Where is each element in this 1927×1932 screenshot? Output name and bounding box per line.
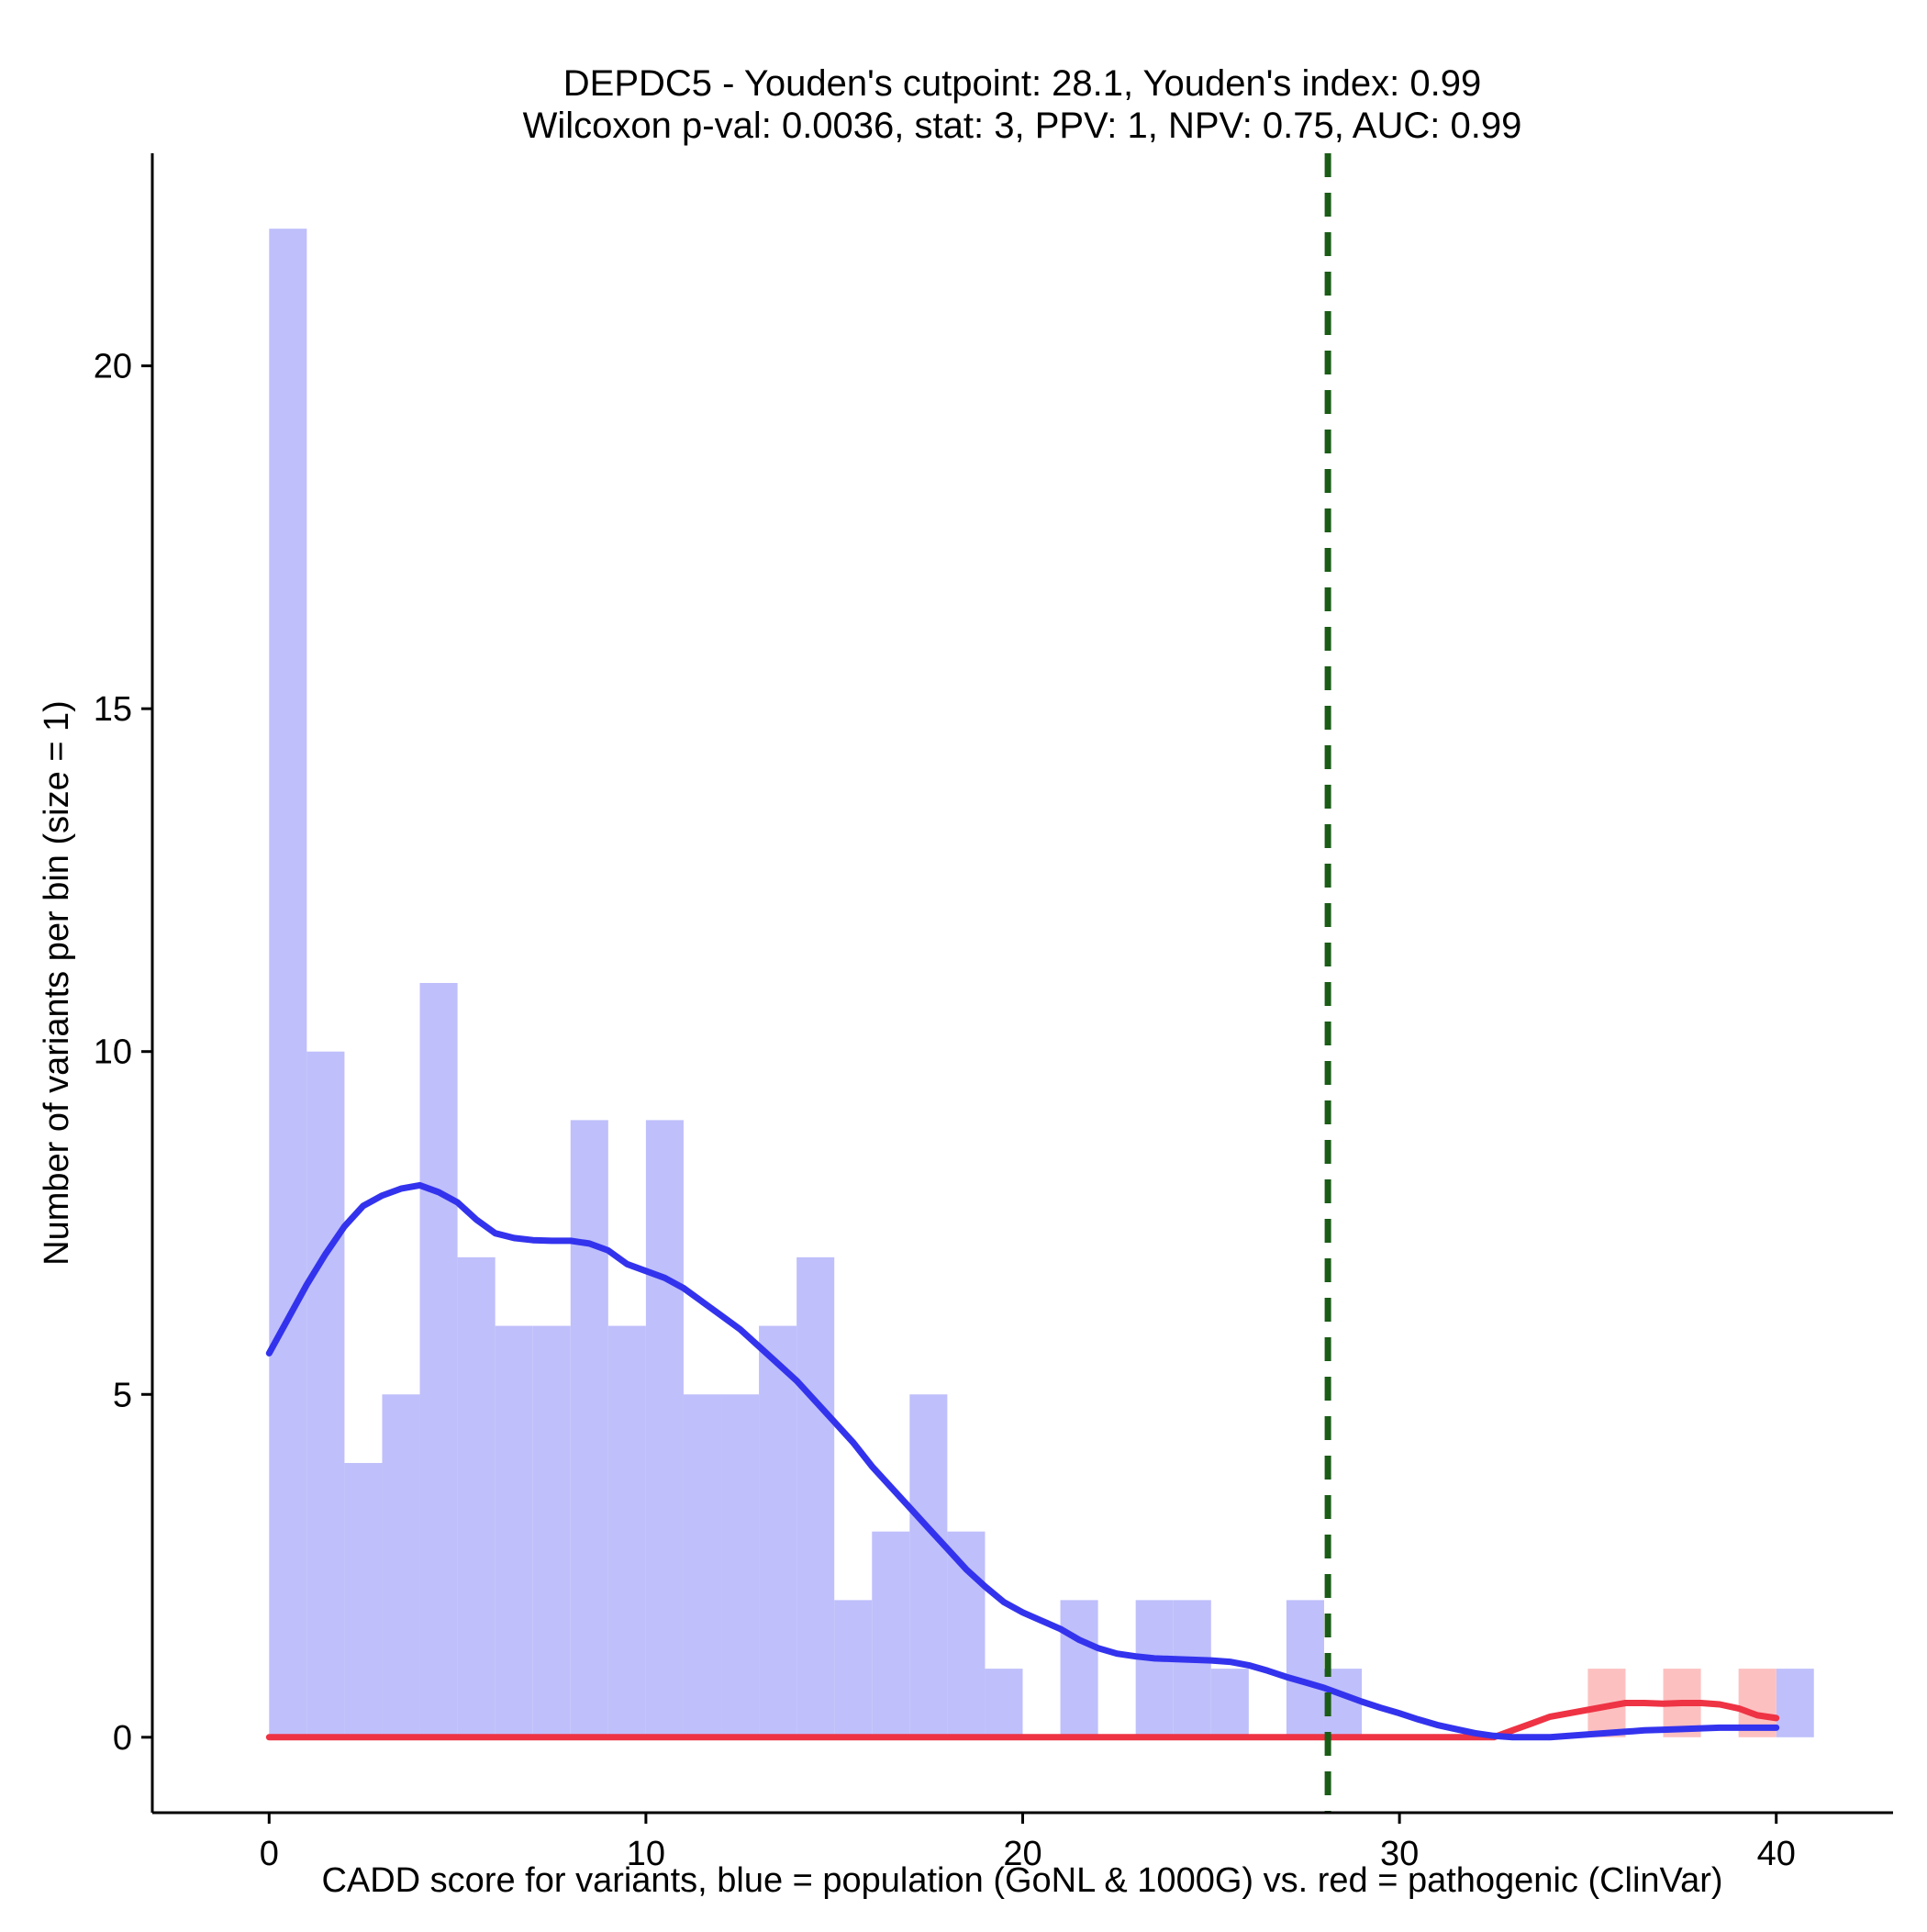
bar-population-bin-6 (495, 1325, 533, 1737)
bar-population-bin-24 (1173, 1600, 1211, 1737)
bar-population-bin-9 (607, 1325, 646, 1737)
y-tick-label: 0 (113, 1719, 132, 1758)
bars-layer (269, 229, 1814, 1737)
bar-population-bin-23 (1135, 1600, 1174, 1737)
bar-population-bin-27 (1286, 1600, 1324, 1737)
x-tick-label: 30 (1380, 1835, 1419, 1873)
bar-population-bin-8 (570, 1120, 608, 1737)
bar-population-bin-15 (834, 1600, 873, 1737)
population-density-line (265, 1181, 1780, 1741)
y-axis-title: Number of variants per bin (size = 1) (38, 700, 76, 1266)
bar-population-bin-21 (1060, 1600, 1098, 1737)
y-tick-label: 10 (94, 1033, 132, 1072)
chart-subtitle: Wilcoxon p-val: 0.0036, stat: 3, PPV: 1,… (523, 106, 1522, 146)
bar-population-bin-18 (947, 1531, 986, 1737)
bar-population-bin-14 (796, 1256, 835, 1737)
bar-population-bin-4 (419, 983, 458, 1737)
x-tick-label: 0 (260, 1835, 279, 1873)
y-tick-label: 5 (113, 1376, 132, 1414)
ticks-layer: 0 10 20 30 40 0 5 10 15 20 (94, 348, 1796, 1873)
bar-population-bin-5 (457, 1256, 496, 1737)
bar-population-bin-3 (382, 1394, 420, 1737)
bar-population-bin-16 (872, 1531, 910, 1737)
bar-population-bin-19 (985, 1669, 1023, 1737)
pathogenic-density-line (265, 1700, 1780, 1741)
bar-population-bin-0 (269, 229, 307, 1737)
bar-population-bin-40 (1776, 1669, 1814, 1737)
bar-population-bin-17 (909, 1394, 948, 1737)
y-tick-label: 15 (94, 690, 132, 729)
bar-population-bin-1 (306, 1051, 345, 1737)
x-tick-label: 10 (627, 1835, 665, 1873)
bar-population-bin-12 (721, 1394, 760, 1737)
bar-population-bin-25 (1210, 1669, 1249, 1737)
bar-population-bin-11 (683, 1394, 722, 1737)
y-tick-label: 20 (94, 348, 132, 386)
x-tick-label: 20 (1003, 1835, 1041, 1873)
chart-title: DEPDC5 - Youden's cutpoint: 28.1, Youden… (563, 63, 1481, 104)
bar-population-bin-10 (645, 1120, 684, 1737)
x-tick-label: 40 (1757, 1835, 1796, 1873)
bar-population-bin-7 (532, 1325, 571, 1737)
x-axis-title: CADD score for variants, blue = populati… (321, 1861, 1722, 1900)
bar-population-bin-2 (344, 1462, 383, 1737)
bar-population-bin-13 (759, 1325, 797, 1737)
density-layer (265, 1181, 1780, 1741)
